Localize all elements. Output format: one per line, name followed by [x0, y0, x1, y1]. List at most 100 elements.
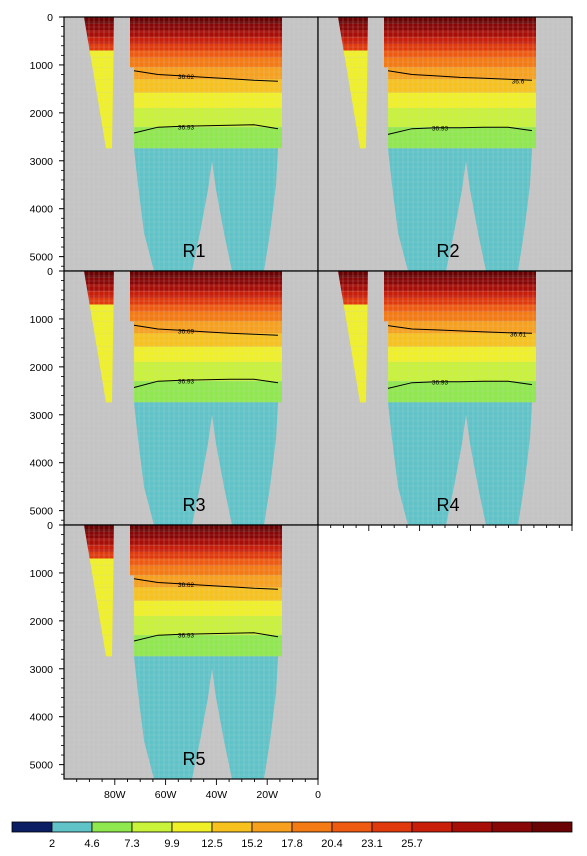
y-tick-label: 3000	[30, 156, 54, 168]
x-tick-label: 60W	[155, 789, 177, 801]
west-basin-band	[353, 362, 367, 382]
x-tick-label: 40W	[206, 789, 228, 801]
section-band	[384, 291, 536, 298]
contour-line	[133, 632, 279, 642]
colorbar-swatch	[491, 821, 533, 833]
contour-label: 36.62	[178, 74, 195, 81]
colorbar-swatch	[131, 821, 173, 833]
x-tick-label: 20W	[256, 789, 278, 801]
section-band	[388, 79, 536, 93]
colorbar: 2 4.6 7.3 9.9 12.5 15.2 17.8 20.4 23.1 25.7	[11, 821, 573, 850]
section-band	[384, 17, 536, 24]
section-band	[130, 531, 282, 539]
west-basin-band	[86, 30, 114, 38]
contour-label: 36.61	[510, 331, 527, 338]
contour-label: 36.93	[178, 378, 195, 385]
y-tick-label: 4000	[30, 458, 54, 470]
panel-content: 36.62 36.93	[64, 525, 318, 779]
y-tick-label: 5000	[30, 506, 54, 518]
section-band	[134, 92, 282, 109]
section-band	[388, 381, 536, 403]
section-band	[384, 277, 536, 285]
west-basin-band	[99, 616, 113, 636]
west-basin-band	[89, 558, 114, 566]
contour-label: 36.93	[178, 124, 195, 131]
colorbar-swatch	[371, 821, 413, 833]
y-tick-label: 4000	[30, 204, 54, 216]
colorbar-swatch	[451, 821, 493, 833]
panel-label: R5	[182, 749, 205, 769]
west-basin-band	[92, 67, 114, 80]
section-band	[134, 575, 282, 588]
west-basin-band	[346, 67, 368, 80]
contour-line	[387, 70, 533, 81]
section-band	[134, 381, 282, 403]
section-band	[130, 304, 282, 312]
contour-label: 36.93	[178, 632, 195, 639]
west-basin-band	[356, 381, 367, 403]
panel-content: 36.69 36.93	[64, 271, 318, 525]
west-basin-band	[94, 587, 114, 601]
west-basin-band	[99, 108, 113, 128]
panel-r1: 36.62 36.93 R1 0 1000 2000 3000 4000 5000	[30, 12, 319, 272]
colorbar-swatch	[11, 821, 53, 833]
deep-water	[388, 148, 532, 271]
colorbar-label: 2	[49, 838, 55, 850]
colorbar-label: 25.7	[401, 838, 422, 850]
west-basin-band	[88, 297, 114, 305]
contour-line	[387, 126, 533, 135]
west-basin-band	[348, 333, 368, 347]
section-band	[134, 127, 282, 149]
section-band	[384, 57, 536, 68]
west-basin-band	[85, 23, 114, 31]
section-band	[130, 37, 282, 44]
colorbar-label: 9.9	[164, 838, 179, 850]
panel-r2: 36.6 36.93 R2	[317, 16, 573, 272]
contour-label: 36.6	[512, 78, 525, 85]
west-basin-band	[343, 50, 368, 58]
contour-line	[133, 70, 279, 82]
section-band	[388, 321, 536, 334]
west-basin-band	[341, 37, 368, 44]
section-band	[134, 362, 282, 382]
panel-r5: 36.62 36.93 R5 0 1000 2000 3000 4000 5000 80W 60W 4…	[30, 520, 321, 801]
contour-line	[387, 380, 533, 389]
section-band	[134, 587, 282, 601]
section-band	[130, 525, 282, 532]
contour-line	[133, 578, 279, 590]
panel-content: 36.61 36.93	[318, 271, 572, 525]
west-basin-band	[102, 127, 113, 149]
section-band	[130, 558, 282, 566]
contour-line	[133, 378, 279, 388]
section-band	[130, 271, 282, 278]
section-band	[384, 50, 536, 58]
section-band	[134, 333, 282, 347]
y-tick-label: 5000	[30, 760, 54, 772]
section-band	[134, 321, 282, 334]
contour-line	[387, 325, 533, 334]
section-band	[384, 43, 536, 51]
deep-water	[134, 148, 278, 271]
y-tick-label: 5000	[30, 252, 54, 264]
colorbar-label: 17.8	[281, 838, 302, 850]
contour-label: 36.93	[432, 380, 449, 387]
section-band	[388, 333, 536, 347]
west-basin-band	[339, 23, 368, 31]
section-band	[134, 635, 282, 657]
section-band	[384, 271, 536, 278]
section-band	[134, 79, 282, 93]
x-tick-label: 0	[315, 789, 321, 801]
west-basin-band	[90, 57, 114, 68]
colorbar-label: 23.1	[361, 838, 382, 850]
west-basin-band	[102, 381, 113, 403]
west-basin-band	[90, 311, 114, 322]
west-basin-band	[341, 291, 368, 298]
west-basin-band	[342, 297, 368, 305]
colorbar-label: 15.2	[241, 838, 262, 850]
west-basin-band	[342, 43, 368, 51]
panel-label: R3	[182, 495, 205, 515]
panel-label: R1	[182, 241, 205, 261]
section-band	[384, 297, 536, 305]
deep-water	[134, 402, 278, 525]
west-basin-band	[87, 291, 114, 298]
